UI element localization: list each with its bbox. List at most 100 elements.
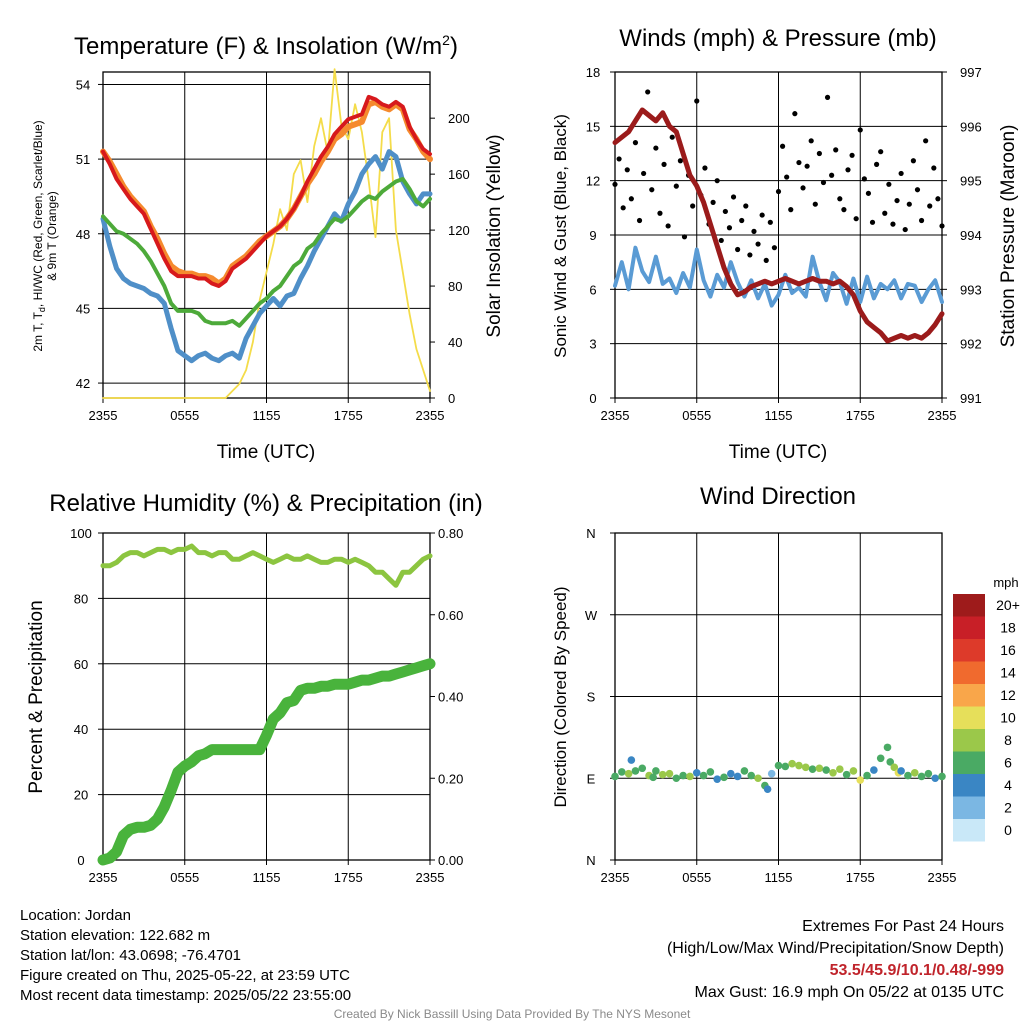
wdir-point [924, 769, 933, 778]
wind-gust-point [673, 183, 679, 189]
wind-gust-point [902, 226, 908, 233]
wdir-point [863, 771, 871, 780]
credit-text: Created By Nick Bassill Using Data Provi… [333, 1007, 691, 1021]
temp-series-td [101, 177, 432, 328]
wind-gust-point [886, 181, 892, 187]
wind-gust-point [735, 246, 741, 253]
rh-y-left-tick-label: 60 [74, 657, 88, 672]
wind-gust-point [645, 89, 651, 95]
temp-y-left-tick-label: 42 [76, 376, 90, 391]
wdir-point [876, 754, 885, 763]
wdir-point [652, 767, 660, 775]
wind-gust-point [681, 234, 688, 240]
wind-gust-point [771, 245, 778, 251]
wdir-point [638, 764, 647, 773]
rh-y-left-label: Percent & Precipitation [26, 600, 47, 793]
wind-gust-point [628, 196, 634, 202]
wdir-y-tick-label: W [585, 608, 598, 623]
wind-series-pressure [612, 107, 945, 344]
wind-gust-point [751, 228, 757, 234]
wind-gust-point [710, 199, 716, 205]
wind-gust-point [784, 174, 790, 180]
wind-x-tick-label: 1155 [765, 408, 793, 423]
wdir-legend-swatch [953, 729, 985, 752]
wind-gust-point [845, 167, 851, 173]
rh-y-right-tick-label: 0.20 [438, 771, 463, 786]
rh-y-left-tick-label: 20 [74, 788, 88, 803]
temp-y-right-tick-label: 40 [448, 335, 462, 350]
temp-y-right-tick-label: 0 [448, 391, 455, 406]
wind-gust-point [677, 158, 684, 164]
rh-y-right-tick-label: 0.60 [438, 608, 463, 623]
wind-gust-point [657, 210, 663, 216]
wind-gust-point [894, 197, 900, 204]
rh-y-left-tick-label: 40 [74, 722, 88, 737]
station-info: Location: Jordan Station elevation: 122.… [20, 906, 351, 1006]
wind-chart-title: Winds (mph) & Pressure (mb) [619, 25, 936, 52]
wdir-point [658, 770, 667, 779]
wind-gust-point [612, 181, 618, 187]
wind-gust-point [833, 147, 839, 153]
wind-gust-point [918, 217, 925, 224]
wdir-point [665, 769, 674, 778]
wind-gust-point [641, 170, 647, 177]
wind-gust-point [931, 165, 937, 171]
wind-y-right-tick-label: 992 [960, 337, 982, 352]
rh-y-left-tick-label: 100 [70, 526, 92, 541]
wind-gust-point [841, 207, 847, 213]
temp-y-left-label: 2m T, Td, HI/WC (Red, Green, Scarlet/Blu… [31, 120, 47, 351]
wdir-legend-swatch [953, 751, 985, 774]
wdir-point [611, 772, 619, 781]
wind-gust-point [874, 161, 880, 167]
rh-x-tick-label: 2355 [89, 870, 118, 885]
wdir-point [781, 762, 790, 771]
wdir-legend-label: 20+ [996, 597, 1020, 613]
wind-gust-point [882, 210, 888, 216]
wind-y-right-tick-label: 997 [960, 65, 982, 80]
wind-gust-point [722, 208, 728, 215]
wdir-legend-swatch [953, 706, 985, 729]
wdir-point [649, 773, 657, 782]
temp-x-tick-label: 2355 [89, 408, 118, 423]
wdir-legend-swatch [953, 819, 985, 842]
wdir-legend-swatch [953, 594, 985, 617]
wind-gust-point [824, 94, 831, 100]
wind-gust-point [665, 223, 671, 229]
wdir-point [692, 769, 701, 777]
rh-series-rh [100, 543, 433, 588]
rh-y-left-tick-label: 80 [74, 591, 88, 606]
wdir-legend-label: 10 [1000, 710, 1016, 726]
rh-y-left-tick-label: 0 [77, 853, 84, 868]
wdir-point [679, 771, 687, 780]
wdir-point [870, 766, 878, 774]
location-text: Location: Jordan [20, 907, 131, 924]
wind-gust-point [853, 216, 859, 222]
wdir-point [713, 775, 721, 783]
wdir-y-label: Direction (Colored By Speed) [551, 586, 570, 807]
wind-x-label: Time (UTC) [729, 442, 828, 463]
wdir-point [938, 772, 946, 781]
wind-y-left-tick-label: 15 [586, 119, 600, 134]
wdir-point [904, 771, 912, 780]
wdir-x-tick-label: 2355 [928, 870, 957, 885]
wdir-legend-swatch [953, 616, 985, 639]
wind-gust-point [914, 187, 921, 193]
wdir-point [706, 768, 715, 776]
wind-y-right-tick-label: 993 [960, 282, 982, 297]
wdir-legend-label: 14 [1000, 665, 1016, 681]
wind-gust-point [779, 143, 786, 149]
wind-gust-point [923, 138, 929, 144]
extremes-box: Extremes For Past 24 Hours (High/Low/Max… [667, 916, 1004, 1004]
rh-x-tick-label: 2355 [416, 870, 445, 885]
wind-gust-point [792, 111, 798, 117]
wdir-plot: 2355 0555 1155 1755 2355 N E S W N [585, 526, 957, 885]
wdir-point [897, 767, 905, 775]
elevation-text: Station elevation: 122.682 m [20, 927, 211, 944]
wdir-point [747, 771, 756, 780]
wdir-point [910, 769, 919, 777]
wdir-legend-label: 18 [1000, 620, 1016, 636]
wind-gust-point [767, 219, 773, 225]
rh-x-tick-label: 1755 [334, 870, 363, 885]
rh-chart-title: Relative Humidity (%) & Precipitation (i… [49, 490, 482, 517]
